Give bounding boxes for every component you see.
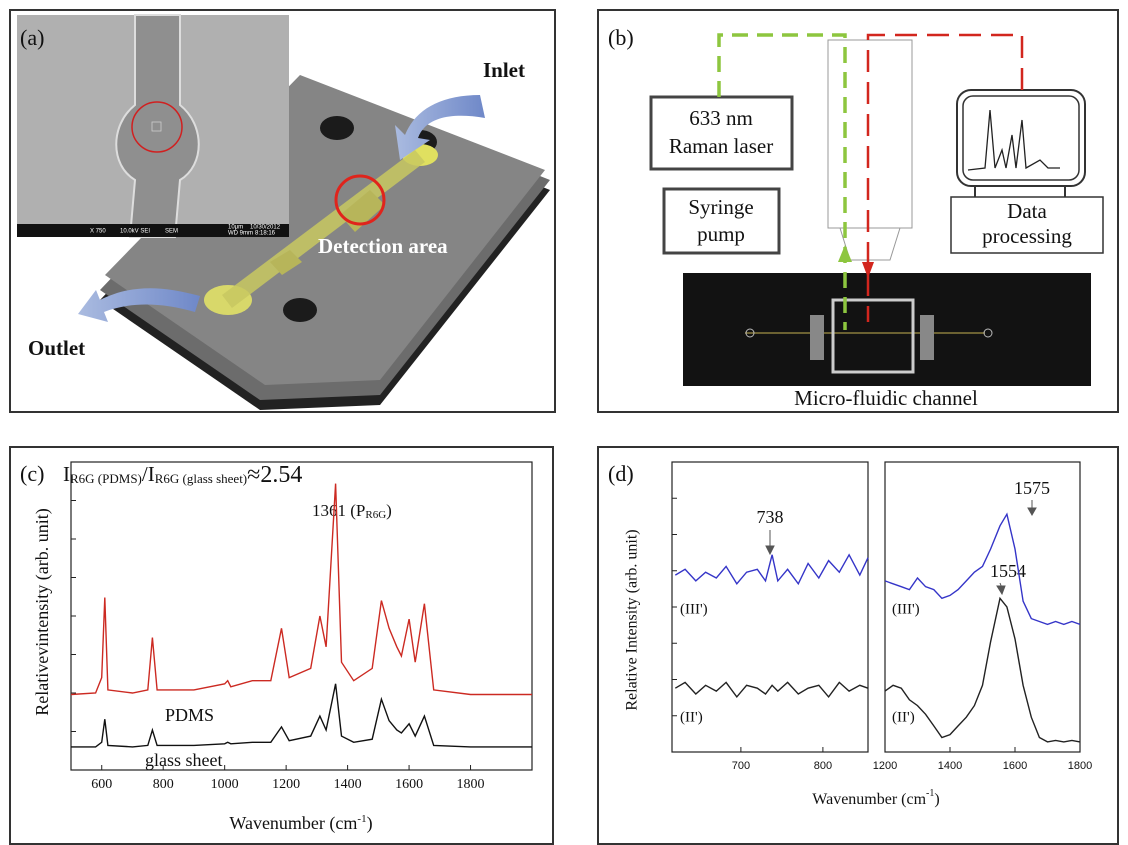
x-tick-label: 1800	[1068, 760, 1092, 772]
figure: (a) Inlet Detection area Outlet X 750 10…	[0, 0, 1128, 845]
ratio-part: I	[63, 462, 70, 486]
sem-info-text: X 750	[90, 229, 106, 235]
x-tick-label: 600	[91, 777, 112, 792]
detection-label: Detection area	[318, 234, 448, 258]
panel-label: (c)	[20, 461, 44, 486]
peak-annotation: 1554	[990, 561, 1026, 581]
peak-annotation: 1575	[1014, 478, 1050, 498]
peak-annotation: 738	[757, 507, 784, 527]
peak-part: R6G	[365, 509, 386, 521]
outlet-label: Outlet	[28, 336, 85, 360]
peak-part: 1361 (P	[312, 501, 365, 520]
y-axis-label: Relative Intensity (arb. unit)	[624, 529, 641, 710]
series-label: (III')	[892, 601, 920, 617]
x-axis-label: Wavenumber (cm-1)	[229, 813, 372, 835]
ratio-part: R6G (PDMS)	[70, 471, 142, 486]
y-axis-label: Relativevintensity (arb. unit)	[32, 508, 53, 715]
panel-frame	[598, 447, 1118, 844]
panel-label: (d)	[608, 461, 634, 486]
data-label: processing	[982, 224, 1072, 248]
x-tick-label: 1800	[457, 777, 485, 792]
series-label: (II')	[680, 709, 703, 725]
x-axis-label-part: )	[367, 813, 373, 834]
x-axis-label-part: Wavenumber (cm	[812, 791, 926, 808]
sem-info-text: WD 9mm	[228, 231, 253, 237]
pump-label: pump	[697, 222, 745, 246]
x-axis-label-part: -1	[357, 813, 366, 825]
x-axis-label-part: )	[934, 791, 939, 808]
series-label: glass sheet	[145, 750, 222, 770]
laser-label: Raman laser	[669, 134, 773, 158]
x-axis-label-part: Wavenumber (cm	[229, 813, 357, 834]
channel-label: Micro-fluidic channel	[794, 386, 978, 410]
x-tick-label: 1400	[938, 760, 962, 772]
x-axis-label: Wavenumber (cm-1)	[812, 788, 939, 807]
x-axis-label-part: -1	[926, 788, 934, 799]
series-label: (II')	[892, 709, 915, 725]
x-tick-label: 1400	[334, 777, 362, 792]
x-tick-label: 1000	[211, 777, 239, 792]
x-tick-label: 1600	[1003, 760, 1027, 772]
x-tick-label: 800	[814, 760, 832, 772]
ratio-part: R6G (glass sheet)	[155, 471, 247, 486]
series-label: (III')	[680, 601, 708, 617]
series-label: PDMS	[165, 705, 214, 725]
ratio-part: /I	[142, 462, 155, 486]
x-tick-label: 1600	[395, 777, 423, 792]
sem-info-text: 8:18:16	[255, 231, 276, 237]
panel-label: (a)	[20, 25, 44, 50]
x-tick-label: 800	[153, 777, 174, 792]
sem-info-text: 10.0kV SEI	[120, 229, 150, 235]
laser-label: 633 nm	[689, 106, 753, 130]
sem-info-text: SEM	[165, 229, 178, 235]
ratio-part: ≈2.54	[247, 462, 302, 488]
x-tick-label: 1200	[873, 760, 897, 772]
x-tick-label: 700	[732, 760, 750, 772]
x-tick-label: 1200	[272, 777, 300, 792]
panel-label: (b)	[608, 25, 634, 50]
sem-inset	[17, 15, 289, 237]
data-label: Data	[1007, 199, 1047, 223]
inlet-label: Inlet	[483, 58, 525, 82]
pump-label: Syringe	[688, 195, 753, 219]
peak-part: )	[386, 501, 392, 520]
